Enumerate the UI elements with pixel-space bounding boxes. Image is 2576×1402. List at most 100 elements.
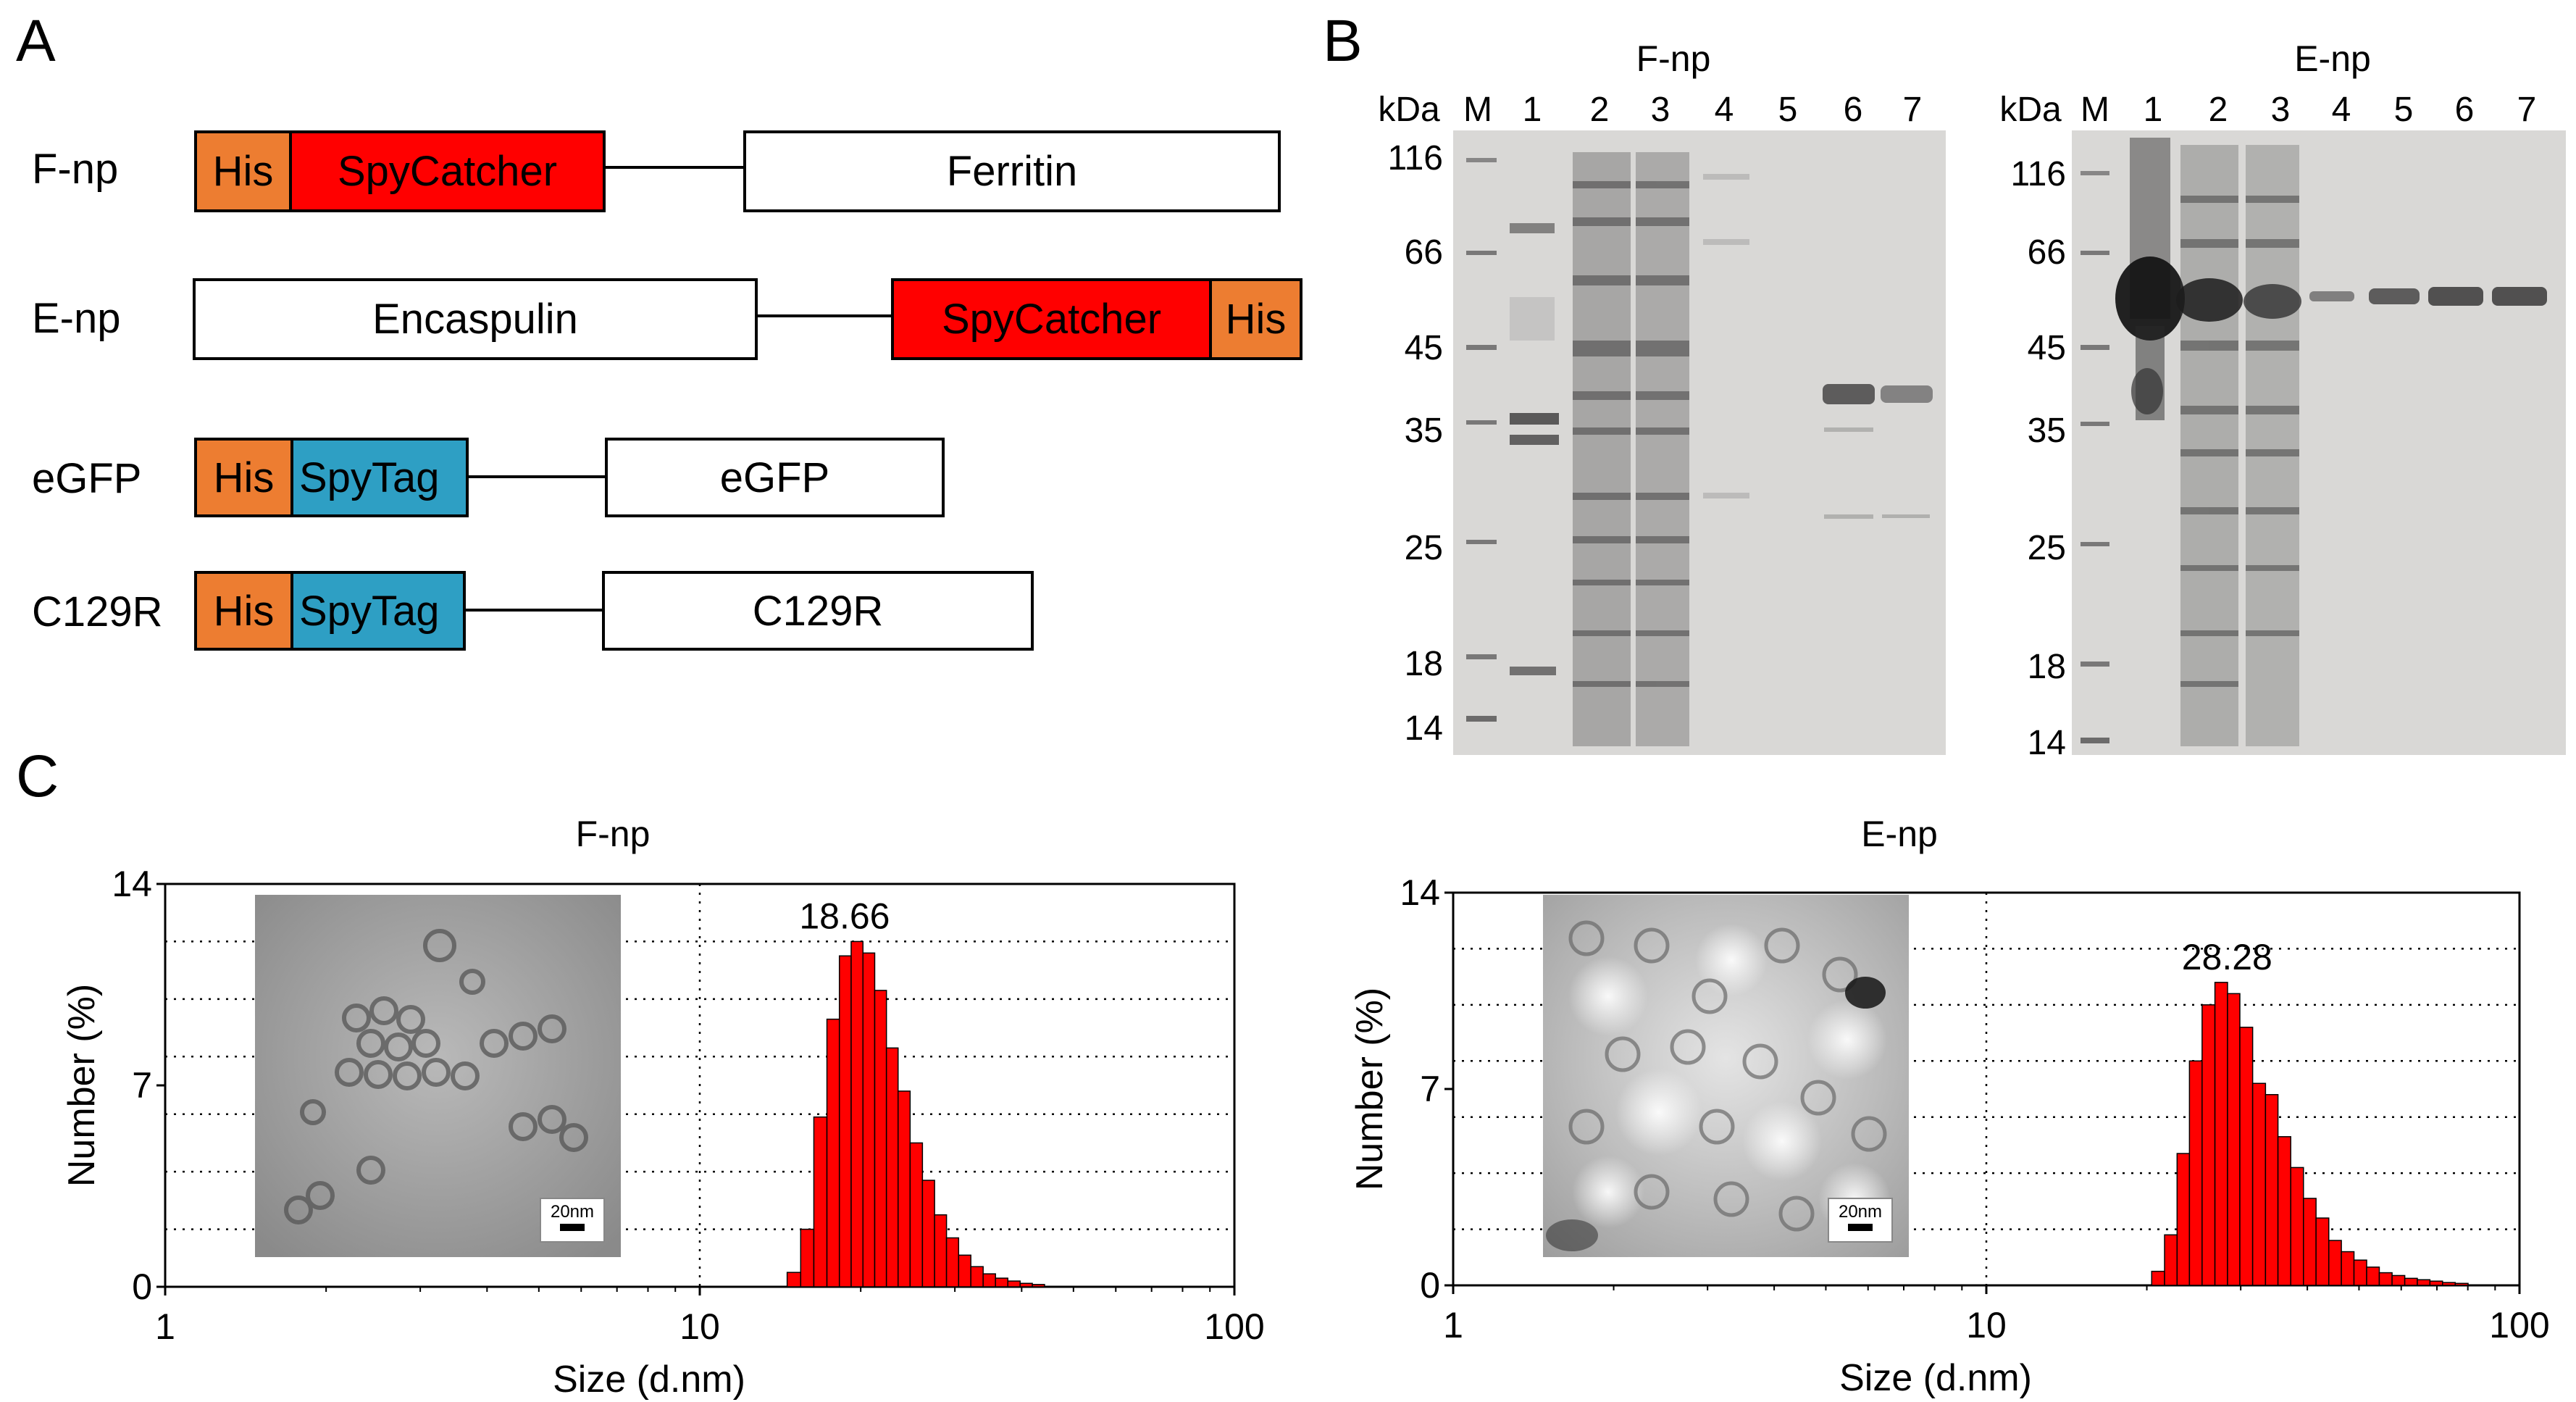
histogram-bar (2328, 1240, 2342, 1286)
histogram-bar (786, 1272, 802, 1288)
ferritin-segment: Ferritin (743, 130, 1281, 212)
histogram-bar (2214, 982, 2228, 1286)
histogram-bar (2277, 1136, 2291, 1286)
histogram-bar (2404, 1277, 2418, 1286)
histogram-bar (2227, 993, 2241, 1286)
spycatcher-segment: SpyCatcher (289, 130, 606, 212)
panel-b-label: B (1323, 8, 1363, 74)
histogram-bar (995, 1277, 1008, 1288)
histogram-bar (800, 1228, 815, 1288)
histogram-bar (2303, 1198, 2317, 1286)
tem-image-e-np: 20nm (1543, 895, 1909, 1257)
dls-chart-f-np: 0 7 14 1 10 100 F-np Size (d.nm) Number (%) 18.66 (61, 814, 1265, 1401)
y-tick-label: 0 (1420, 1265, 1440, 1306)
histogram-bar (2265, 1093, 2279, 1286)
histogram-bar (1032, 1284, 1045, 1288)
histogram-bar (838, 955, 852, 1288)
peak-size-label: 18.66 (799, 896, 890, 936)
dls-chart-e-np: 0 7 14 1 10 100 E-np Size (d.nm) Number (%) 28.28 (1349, 814, 2550, 1399)
construct-label-e-np: E-np (32, 295, 121, 342)
linker-line (758, 314, 894, 317)
histogram-bar (885, 1047, 899, 1288)
mw-marker-label: 18 (1404, 645, 1443, 683)
tem-particles-e-np (1543, 895, 1909, 1257)
mw-marker-label: 116 (2010, 155, 2066, 193)
peak-size-label: 28.28 (2182, 937, 2272, 977)
histogram-bar (2353, 1259, 2367, 1286)
x-tick-label: 10 (1966, 1305, 2007, 1345)
x-tick-label: 1 (1443, 1305, 1463, 1345)
lane-label: 3 (1650, 91, 1670, 129)
lane-label: 4 (1714, 91, 1734, 129)
histogram-bar (897, 1090, 911, 1288)
construct-label-f-np: F-np (32, 146, 119, 193)
histogram-bar (970, 1266, 984, 1288)
gel-bands-e-np (2081, 138, 2547, 746)
panel-c-label: C (16, 743, 59, 809)
lane-label: 6 (2454, 91, 2475, 129)
histogram-bar (2251, 1082, 2267, 1286)
histogram-bar (921, 1180, 935, 1288)
gel-image-e-np (2072, 130, 2566, 755)
histogram-bar (850, 940, 864, 1288)
mw-marker-label: 14 (2027, 724, 2066, 762)
his-tag-segment: His (194, 130, 292, 212)
y-tick-label: 7 (132, 1065, 152, 1106)
mw-marker-label: 25 (1404, 529, 1443, 567)
lane-label: 7 (1902, 91, 1923, 129)
gel-title-f-np: F-np (1636, 38, 1711, 79)
mw-marker-label: 66 (1404, 233, 1443, 272)
mw-marker-label: 18 (2027, 648, 2066, 686)
histogram-bar (1019, 1282, 1033, 1288)
histogram-bar (2239, 1027, 2254, 1286)
lane-label: 3 (2270, 91, 2291, 129)
histogram-bar (2151, 1270, 2165, 1286)
mw-marker-label: 66 (2027, 233, 2066, 272)
scale-bar-label: 20nm (1838, 1202, 1883, 1222)
chart-title: E-np (1861, 814, 1938, 854)
x-axis-label: Size (d.nm) (553, 1359, 745, 1401)
lane-label: 1 (1522, 91, 1542, 129)
histogram-bar (874, 990, 887, 1288)
histogram-bar (2442, 1282, 2456, 1286)
histogram-bar (2188, 1060, 2203, 1286)
histogram-bar (945, 1237, 960, 1288)
histogram-bar (2429, 1280, 2443, 1286)
histogram-bar (2164, 1234, 2178, 1286)
panel-a-label: A (16, 8, 56, 74)
histogram-bar (2341, 1251, 2355, 1286)
tem-image-f-np: 20nm (255, 895, 621, 1257)
encaspulin-segment: Encaspulin (193, 278, 758, 360)
y-axis-label: Number (%) (61, 984, 103, 1187)
y-tick-label: 7 (1420, 1069, 1440, 1109)
kda-header: kDa (1999, 91, 2062, 129)
histogram-bar (2454, 1282, 2469, 1286)
x-tick-label: 100 (1204, 1306, 1264, 1347)
lane-label: 1 (2143, 91, 2163, 129)
mw-marker-label: 45 (2027, 329, 2066, 367)
y-tick-label: 0 (132, 1267, 152, 1307)
histogram-bar (958, 1254, 971, 1288)
histogram-bar (909, 1142, 924, 1288)
mw-marker-label: 45 (1404, 329, 1443, 367)
mw-marker-label: 14 (1404, 709, 1443, 748)
gel-image-f-np (1453, 130, 1946, 755)
histogram-bar (2290, 1167, 2304, 1286)
mw-marker-label: 35 (1404, 412, 1443, 450)
histogram-bar (2315, 1217, 2330, 1286)
scale-bar-line (1848, 1224, 1873, 1231)
lane-label: 5 (1778, 91, 1798, 129)
histogram-bar (934, 1214, 948, 1288)
scale-bar-label: 20nm (550, 1202, 595, 1222)
x-tick-label: 1 (155, 1306, 175, 1347)
kda-header: kDa (1378, 91, 1440, 129)
marker-lane-label: M (2081, 91, 2109, 129)
gel-bands-f-np (1466, 152, 1933, 746)
histogram-bar (982, 1273, 996, 1288)
lane-label: 2 (2208, 91, 2228, 129)
c129r-segment: C129R (602, 571, 1034, 651)
his-tag-segment: His (194, 571, 293, 651)
linker-line (466, 609, 605, 612)
scale-bar-line (560, 1224, 585, 1231)
x-tick-label: 100 (2489, 1305, 2549, 1345)
